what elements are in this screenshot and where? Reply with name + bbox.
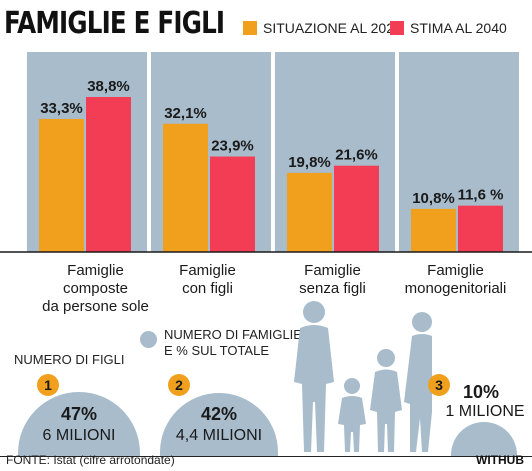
data-label-2040-2: 23,9% xyxy=(211,138,254,155)
badge-two: 2 xyxy=(168,374,190,396)
data-label-2021-4: 10,8% xyxy=(412,190,455,207)
percent-one-child: 47% xyxy=(60,404,98,424)
data-label-2021-1: 33,3% xyxy=(40,100,83,117)
percent-three-children: 10% xyxy=(462,382,500,402)
legend-item-2021: SITUAZIONE AL 2021 xyxy=(243,20,402,36)
legend-label-2021: SITUAZIONE AL 2021 xyxy=(263,20,402,36)
count-two-children: 4,4 MILIONI xyxy=(175,427,263,444)
children-count-label: NUMERO DI FIGLI xyxy=(14,352,125,367)
legend-item-2040: STIMA AL 2040 xyxy=(390,20,507,36)
count-one-child: 6 MILIONI xyxy=(42,427,116,444)
category-label-4: Famiglie monogenitoriali xyxy=(404,262,507,297)
legend-swatch-orange xyxy=(243,21,257,35)
legend-swatch-red xyxy=(390,21,404,35)
family-silhouette-icon xyxy=(294,301,432,452)
percent-two-children: 42% xyxy=(200,404,238,424)
data-label-2040-3: 21,6% xyxy=(335,147,378,164)
category-label-3: Famiglie senza figli xyxy=(299,262,366,297)
footer-divider xyxy=(0,456,532,457)
badge-one: 1 xyxy=(37,374,59,396)
bar-chart: 33,3%38,8% 32,1%23,9% 19,8% 21,6% 10,8% 11,6 … xyxy=(0,52,532,253)
bar-2021-2 xyxy=(163,123,208,252)
data-label-2040-1: 38,8% xyxy=(87,78,130,95)
dome-three-children xyxy=(451,422,517,456)
brand-logo: WITHUB xyxy=(476,453,524,467)
category-label-2: Famiglie con figli xyxy=(179,262,236,297)
data-label-2021-3: 19,8% xyxy=(288,154,331,171)
data-label-2021-2: 32,1% xyxy=(164,105,207,122)
category-label-1: Famiglie composte da persone sole xyxy=(42,262,149,315)
legend-label-2040: STIMA AL 2040 xyxy=(410,20,507,36)
chart-title: FAMIGLIE E FIGLI xyxy=(4,6,225,41)
bar-2021-1 xyxy=(39,118,84,252)
count-three-children: 1 MILIONE xyxy=(445,403,525,420)
families-legend-dot xyxy=(140,331,157,348)
source-note: FONTE: Istat (cifre arrotondate) xyxy=(6,453,175,467)
families-legend-text: NUMERO DI FAMIGLIE E % SUL TOTALE xyxy=(164,327,302,358)
bar-2040-4 xyxy=(458,205,503,252)
bar-2040-2 xyxy=(210,156,255,252)
bar-2021-4 xyxy=(411,208,456,252)
bar-2040-3 xyxy=(334,165,379,252)
bar-2040-1 xyxy=(86,97,131,252)
badge-three: 3 xyxy=(428,374,450,396)
bar-2021-3 xyxy=(287,172,332,252)
data-label-2040-4: 11,6 % xyxy=(458,187,504,204)
